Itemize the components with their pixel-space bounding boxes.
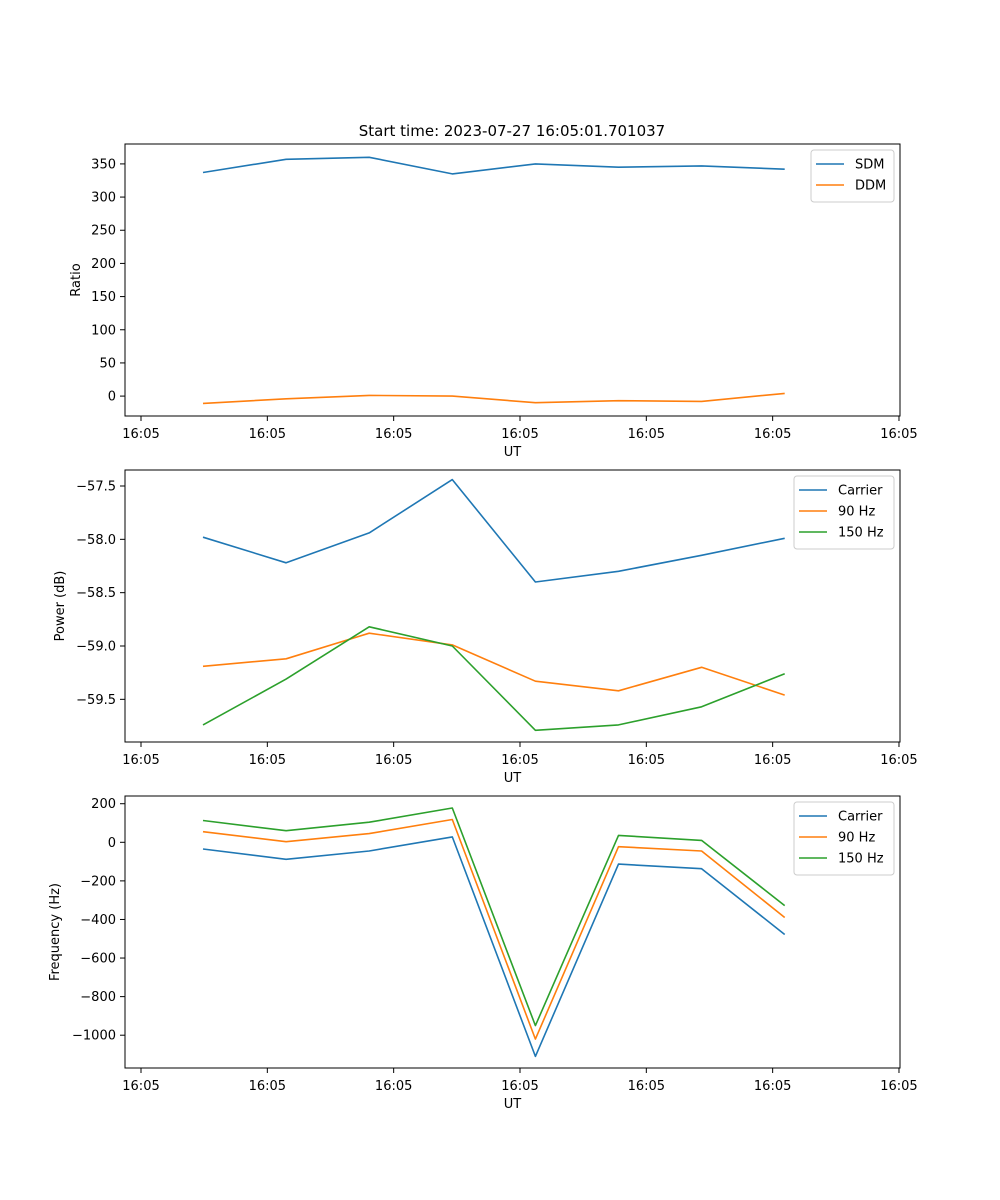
y-axis-label: Ratio	[69, 263, 84, 296]
legend-entry: 150 Hz	[838, 852, 884, 867]
legend-box	[793, 475, 895, 550]
legend: SDM DDM	[810, 149, 895, 203]
legend-entry: Carrier	[838, 484, 883, 499]
x-tick-label: 16:05	[122, 753, 159, 768]
y-tick-label: −58.5	[76, 586, 116, 601]
x-tick-label: 16:05	[628, 1079, 665, 1094]
y-tick-label: 300	[91, 191, 116, 206]
x-tick-label: 16:05	[249, 1079, 286, 1094]
series-line-carrier	[202, 478, 785, 583]
x-tick-label: 16:05	[754, 427, 791, 442]
y-tick-label: 100	[91, 323, 116, 338]
y-tick-label: −400	[80, 913, 116, 928]
x-tick-label: 16:05	[501, 753, 538, 768]
x-tick-label: 16:05	[880, 753, 917, 768]
axes-frame	[124, 469, 901, 743]
x-tick-label: 16:05	[880, 1079, 917, 1094]
legend: Carrier 90 Hz 150 Hz	[793, 475, 895, 550]
x-axis-label: UT	[504, 445, 522, 460]
series-line-150-hz	[202, 625, 785, 732]
legend-entry: 150 Hz	[838, 526, 884, 541]
legend-entry: 90 Hz	[838, 831, 875, 846]
x-tick-label: 16:05	[249, 427, 286, 442]
y-tick-label: 200	[91, 257, 116, 272]
legend-entry: 90 Hz	[838, 505, 875, 520]
series-line-carrier	[202, 836, 786, 1058]
y-tick-label: −57.5	[76, 480, 116, 495]
y-tick-label: −59.0	[76, 640, 116, 655]
series-line-90-hz	[202, 632, 785, 696]
series-line-90-hz	[202, 818, 786, 1040]
x-tick-label: 16:05	[501, 427, 538, 442]
figure-title: Start time: 2023-07-27 16:05:01.701037	[359, 122, 665, 140]
y-tick-label: −800	[80, 990, 116, 1005]
y-tick-label: 200	[91, 797, 116, 812]
legend-entry: SDM	[855, 158, 884, 173]
series-line-150-hz	[202, 807, 786, 1027]
x-tick-label: 16:05	[375, 427, 412, 442]
ratio-panel: 0 50 100 150 200 250 300 350 16:05 16:05 16:05 16:0…	[69, 143, 918, 460]
series-line-sdm	[202, 156, 785, 175]
x-tick-label: 16:05	[249, 753, 286, 768]
x-tick-label: 16:05	[754, 1079, 791, 1094]
legend-box	[793, 801, 895, 876]
y-tick-label: −1000	[72, 1029, 116, 1044]
x-tick-label: 16:05	[122, 427, 159, 442]
frequency-panel: −1000 −800 −600 −400 −200 0 200 16:05 16:05 16:05…	[48, 795, 918, 1112]
legend-entry: DDM	[855, 179, 886, 194]
y-tick-label: −59.5	[76, 693, 116, 708]
y-tick-label: 250	[91, 224, 116, 239]
x-axis-label: UT	[504, 771, 522, 786]
series-line-ddm	[202, 392, 785, 405]
x-tick-label: 16:05	[628, 427, 665, 442]
legend-entry: Carrier	[838, 810, 883, 825]
x-tick-label: 16:05	[501, 1079, 538, 1094]
y-tick-label: −58.0	[76, 533, 116, 548]
power-panel: −59.5 −59.0 −58.5 −58.0 −57.5 16:05 16:05 16:05…	[53, 469, 918, 786]
legend-box	[810, 149, 895, 203]
y-tick-label: 0	[108, 836, 116, 851]
x-tick-label: 16:05	[880, 427, 917, 442]
x-tick-label: 16:05	[375, 753, 412, 768]
legend: Carrier 90 Hz 150 Hz	[793, 801, 895, 876]
y-axis-label: Frequency (Hz)	[48, 883, 63, 981]
x-axis-label: UT	[504, 1097, 522, 1112]
y-tick-label: −200	[80, 874, 116, 889]
x-tick-label: 16:05	[375, 1079, 412, 1094]
x-tick-label: 16:05	[122, 1079, 159, 1094]
axes-frame	[124, 143, 901, 417]
y-tick-label: −600	[80, 952, 116, 967]
x-tick-label: 16:05	[754, 753, 791, 768]
y-axis-label: Power (dB)	[53, 571, 68, 642]
y-tick-label: 150	[91, 290, 116, 305]
y-tick-label: 50	[99, 356, 116, 371]
x-tick-label: 16:05	[628, 753, 665, 768]
axes-frame	[124, 795, 901, 1069]
y-tick-label: 0	[108, 390, 116, 405]
y-tick-label: 350	[91, 157, 116, 172]
